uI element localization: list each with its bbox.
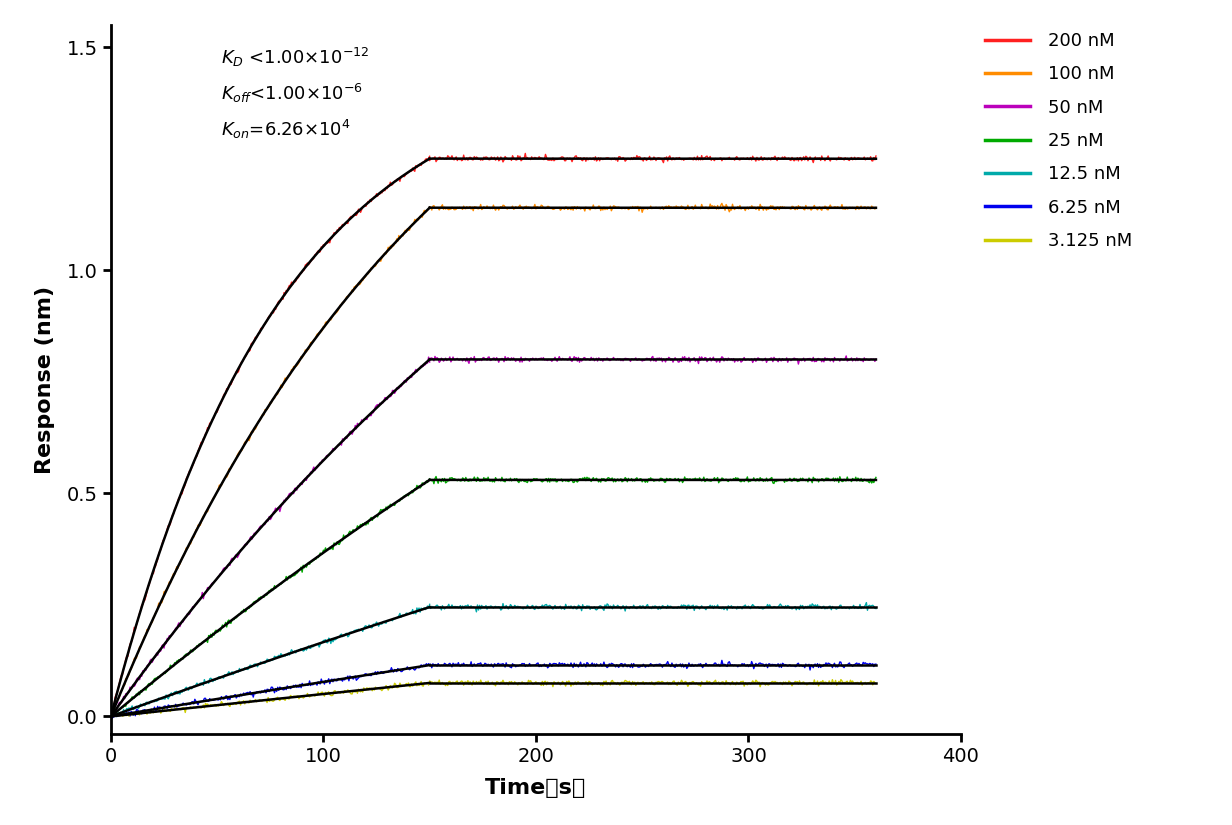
Legend: 200 nM, 100 nM, 50 nM, 25 nM, 12.5 nM, 6.25 nM, 3.125 nM: 200 nM, 100 nM, 50 nM, 25 nM, 12.5 nM, 6… [978,25,1140,257]
Text: $K_D$ <1.00×10$^{-12}$
$K_{off}$<1.00×10$^{-6}$
$K_{on}$=6.26×10$^4$: $K_D$ <1.00×10$^{-12}$ $K_{off}$<1.00×10… [222,46,370,141]
X-axis label: Time（s）: Time（s） [485,777,586,798]
Y-axis label: Response (nm): Response (nm) [36,285,55,474]
